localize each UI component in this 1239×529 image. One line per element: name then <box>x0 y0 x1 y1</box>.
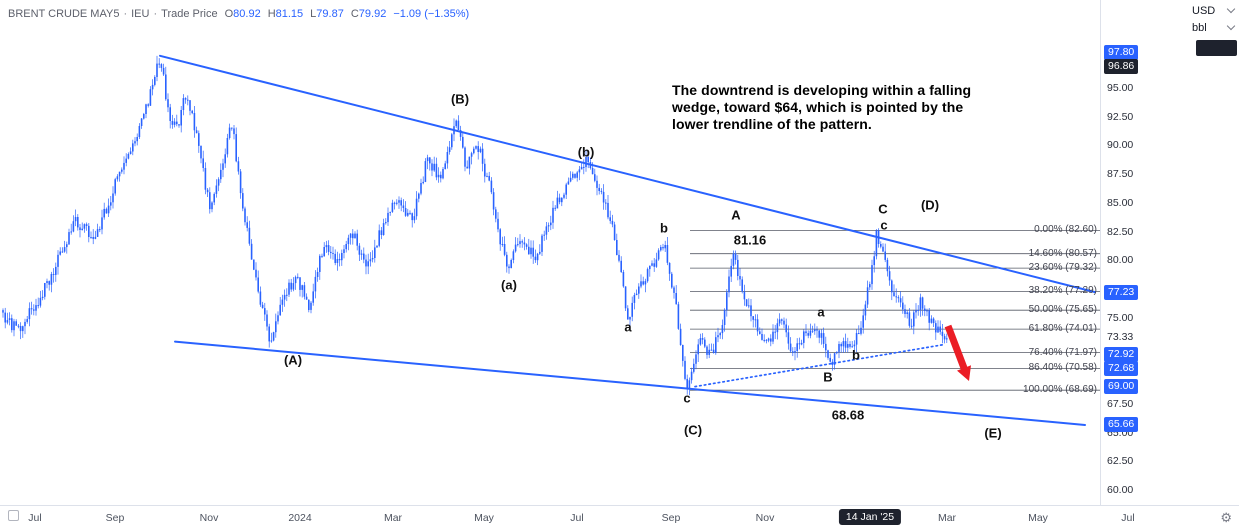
price-badge: 65.66 <box>1104 417 1139 433</box>
fib-level-label: 76.40% (71.97) <box>1028 346 1097 358</box>
currency-unit-selector: USD bbl <box>1192 2 1236 36</box>
time-axis[interactable]: Jul Sep Nov 2024 Mar May Jul Sep Nov 14 Jan '25 Ma… <box>0 505 1239 529</box>
price-tick-label: 60.00 <box>1107 484 1134 496</box>
close-value: 79.92 <box>358 8 387 20</box>
wave-label[interactable]: c <box>880 217 888 233</box>
time-tick-label: Nov <box>755 512 775 524</box>
price-tick-label: 95.00 <box>1107 82 1134 94</box>
wave-label[interactable]: (b) <box>577 144 595 160</box>
candlesticks <box>2 55 948 396</box>
wave-label[interactable]: A <box>731 207 741 223</box>
currency-select[interactable]: USD <box>1192 2 1236 19</box>
price-badge: 77.23 <box>1104 284 1139 300</box>
chevron-down-icon <box>1226 4 1236 14</box>
fib-level-label: 61.80% (74.01) <box>1028 323 1097 335</box>
price-tick-label: 67.50 <box>1107 397 1134 410</box>
change-value: −1.09 (−1.35%) <box>393 8 470 20</box>
wave-label[interactable]: b <box>660 220 668 236</box>
corner-dark-panel <box>1196 40 1237 56</box>
time-tick-label: Sep <box>661 512 681 524</box>
wave-label[interactable]: (E) <box>984 425 1002 441</box>
wave-label[interactable]: 68.68 <box>831 407 865 423</box>
price-axis[interactable]: 95.00 92.50 90.00 87.50 85.00 82.50 80.00 75.00… <box>1100 0 1239 505</box>
chart-canvas <box>2 54 1100 426</box>
price-badge: 96.86 <box>1104 59 1139 75</box>
time-crosshair-badge: 14 Jan '25 <box>838 509 902 525</box>
time-tick-label: Mar <box>937 512 957 524</box>
time-tick-label: May <box>1028 512 1048 524</box>
price-tick-label: 82.50 <box>1107 225 1134 238</box>
time-tick-label: 2024 <box>288 512 312 524</box>
wave-label[interactable]: (D) <box>920 197 940 213</box>
price-tick-label: 62.50 <box>1107 455 1134 468</box>
time-tick-label: Mar <box>383 512 403 524</box>
price-badge: 69.00 <box>1104 379 1139 395</box>
price-badge: 72.68 <box>1104 360 1139 376</box>
wave-label[interactable]: a <box>817 304 825 320</box>
symbol-legend: BRENT CRUDE MAY5 · IEU · Trade Price O80.92 H8… <box>8 8 469 20</box>
wave-label[interactable]: b <box>852 347 860 363</box>
wave-label[interactable]: (B) <box>450 91 470 107</box>
close-key: C <box>350 8 359 20</box>
chevron-down-icon <box>1226 21 1236 31</box>
price-badge: 97.80 <box>1104 44 1139 60</box>
time-tick-label: Jul <box>1121 512 1135 524</box>
wave-label[interactable]: a <box>624 319 632 335</box>
time-tick-label: Jul <box>28 512 42 524</box>
wave-label[interactable]: (a) <box>501 277 517 293</box>
time-tick-label: Sep <box>105 512 125 524</box>
fib-level-label: 14.60% (80.57) <box>1028 247 1097 259</box>
annotation-text-drawing[interactable]: The downtrend is developing within a fal… <box>672 82 971 133</box>
legend-separator: · <box>123 8 128 20</box>
price-tick-label: 75.00 <box>1107 311 1134 324</box>
annotation-line: wedge, toward $64, which is pointed by t… <box>672 99 964 115</box>
fib-level-label: 23.60% (79.32) <box>1028 262 1097 274</box>
unit-select[interactable]: bbl <box>1192 19 1236 36</box>
high-value: 81.15 <box>275 8 304 20</box>
wave-label[interactable]: C <box>878 201 888 217</box>
price-tick-label: 87.50 <box>1107 168 1134 181</box>
price-tick-label: 90.00 <box>1107 139 1134 152</box>
price-tick-label: 73.33 <box>1107 330 1134 343</box>
price-badge: 72.92 <box>1104 346 1139 362</box>
legend-separator: · <box>153 8 158 20</box>
series-type: Trade Price <box>161 8 218 20</box>
open-value: 80.92 <box>233 8 261 20</box>
exchange-name: IEU <box>131 8 150 20</box>
annotation-line: lower trendline of the pattern. <box>672 116 872 132</box>
time-tick-label: May <box>474 512 494 524</box>
price-tick-label: 80.00 <box>1107 254 1134 267</box>
lower-wedge-trendline[interactable] <box>174 340 1086 426</box>
fib-level-label: 0.00% (82.60) <box>1034 224 1097 236</box>
low-value: 79.87 <box>316 8 344 20</box>
annotation-line: The downtrend is developing within a fal… <box>672 82 972 98</box>
time-tick-label: Jul <box>570 512 584 524</box>
wave-label[interactable]: (A) <box>283 352 303 368</box>
wave-b-dotted-trendline[interactable] <box>694 343 946 388</box>
wave-label[interactable]: B <box>823 369 833 385</box>
low-key: L <box>310 8 317 20</box>
axis-settings-icon[interactable]: ⚙ <box>1220 510 1232 525</box>
wave-label[interactable]: (C) <box>683 422 703 438</box>
unit-label: bbl <box>1192 21 1207 34</box>
down-arrow-drawing[interactable] <box>944 324 971 381</box>
time-tick-label: Nov <box>199 512 219 524</box>
upper-wedge-trendline[interactable] <box>159 54 1096 294</box>
fib-level-label: 100.00% (68.69) <box>1023 384 1097 396</box>
price-tick-label: 92.50 <box>1107 110 1134 123</box>
chart-plot-area[interactable]: BRENT CRUDE MAY5 · IEU · Trade Price O80.92 H8… <box>0 0 1100 505</box>
fib-level-label: 86.40% (70.58) <box>1028 362 1097 374</box>
fib-level-label: 38.20% (77.29) <box>1028 285 1097 297</box>
price-tick-label: 85.00 <box>1107 196 1134 209</box>
open-key: O <box>224 8 234 20</box>
drawings-overlay: 0.00% (82.60) 14.60% (80.57) 23.60% (79.32… <box>283 91 1097 441</box>
bottom-left-icon[interactable] <box>8 510 19 521</box>
wave-label[interactable]: 81.16 <box>733 232 767 248</box>
fib-level-label: 50.00% (75.65) <box>1028 304 1097 316</box>
high-key: H <box>267 8 276 20</box>
currency-label: USD <box>1192 4 1216 17</box>
wave-label[interactable]: c <box>683 390 691 406</box>
symbol-name[interactable]: BRENT CRUDE MAY5 <box>8 8 120 20</box>
